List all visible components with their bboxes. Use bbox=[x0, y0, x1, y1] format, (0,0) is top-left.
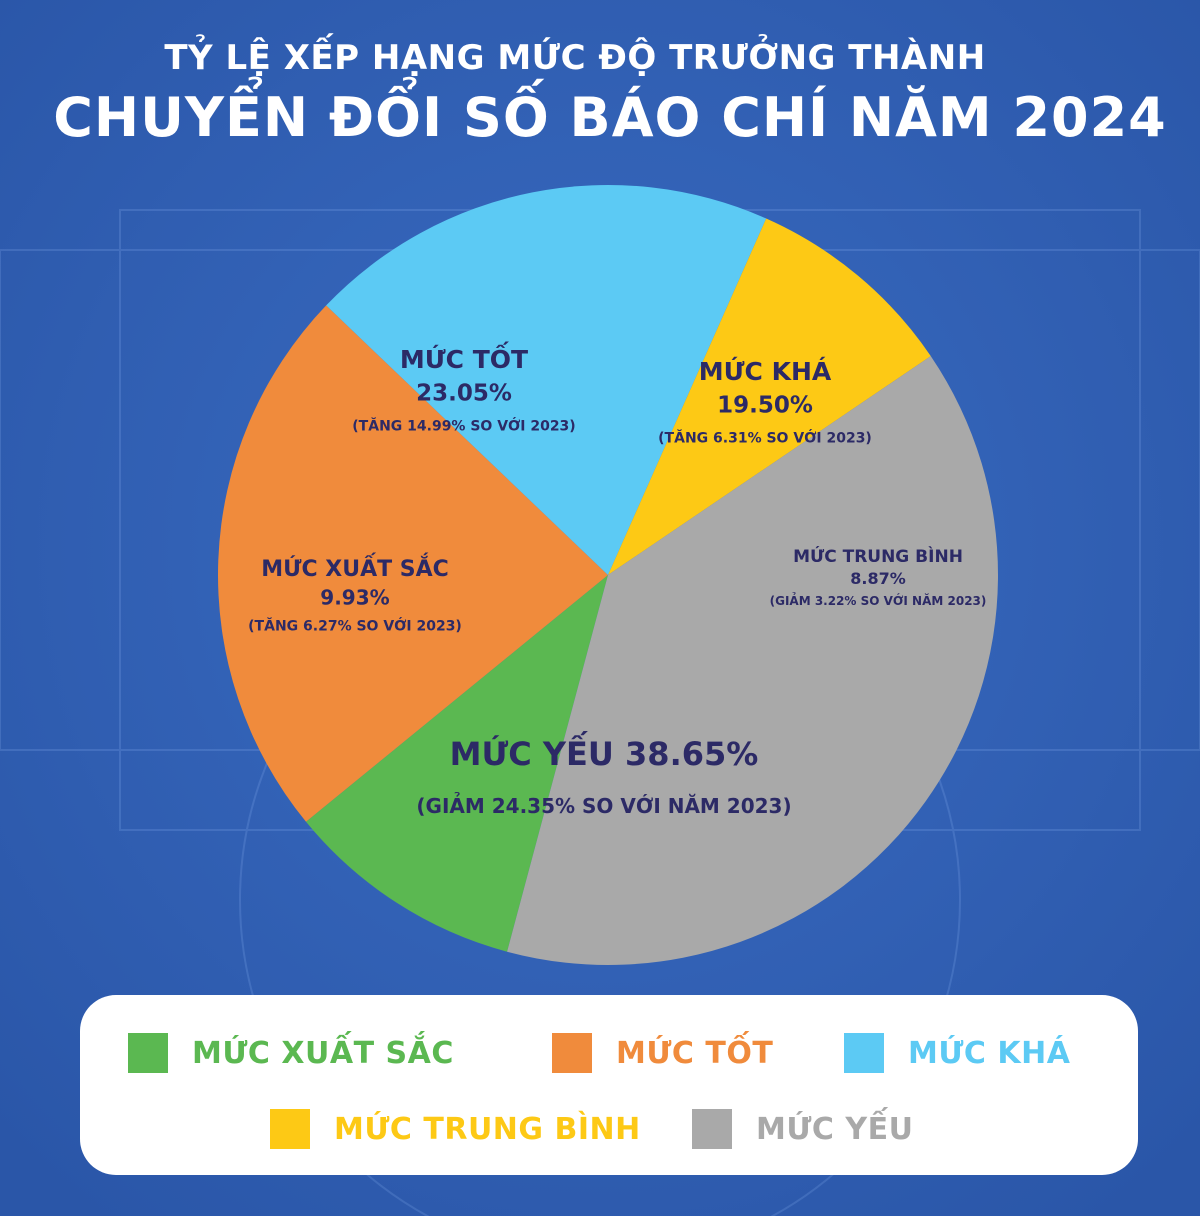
slice-note-label: (TĂNG 6.27% SO VỚI 2023) bbox=[248, 617, 462, 635]
legend-swatch bbox=[270, 1109, 310, 1149]
pie-slice-trung-binh bbox=[608, 218, 931, 575]
legend-swatch bbox=[552, 1033, 592, 1073]
slice-note-label: (GIẢM 3.22% SO VỚI NĂM 2023) bbox=[770, 592, 987, 608]
legend-item-trung-binh: MỨC TRUNG BÌNH bbox=[270, 1109, 641, 1149]
slice-name-label: MỨC KHÁ bbox=[699, 356, 832, 386]
slice-value-label: 8.87% bbox=[850, 569, 906, 588]
slice-label-kha: MỨC KHÁ 19.50% (TĂNG 6.31% SO VỚI 2023) bbox=[658, 356, 872, 446]
chart-subtitle: TỶ LỆ XẾP HẠNG MỨC ĐỘ TRƯỞNG THÀNH bbox=[164, 38, 986, 78]
legend-label: MỨC TRUNG BÌNH bbox=[334, 1111, 641, 1147]
legend-swatch bbox=[692, 1109, 732, 1149]
slice-label-yeu: MỨC YẾU 38.65% (GIẢM 24.35% SO VỚI NĂM 20… bbox=[416, 731, 791, 818]
legend-label: MỨC KHÁ bbox=[908, 1035, 1071, 1071]
legend-label: MỨC TỐT bbox=[616, 1035, 774, 1071]
legend-item-tot: MỨC TỐT bbox=[552, 1033, 773, 1073]
slice-value-label: 23.05% bbox=[416, 381, 512, 407]
slice-note-label: (TĂNG 14.99% SO VỚI 2023) bbox=[352, 416, 575, 434]
slice-name-label: MỨC XUẤT SẮC bbox=[261, 553, 449, 582]
pie-slice-kha bbox=[326, 185, 767, 575]
slice-value-label: MỨC YẾU 38.65% bbox=[450, 731, 759, 773]
legend-label: MỨC XUẤT SẮC bbox=[192, 1035, 454, 1071]
pie-slice-xuat-sac bbox=[306, 575, 608, 952]
legend-item-xuat-sac: MỨC XUẤT SẮC bbox=[128, 1033, 454, 1073]
legend: MỨC XUẤT SẮC MỨC TỐT MỨC KHÁ MỨC TRUNG B… bbox=[80, 995, 1138, 1175]
slice-label-trung-binh: MỨC TRUNG BÌNH 8.87% (GIẢM 3.22% SO VỚI NĂ… bbox=[770, 545, 987, 608]
legend-item-kha: MỨC KHÁ bbox=[844, 1033, 1070, 1073]
pie-slice-yeu bbox=[507, 356, 998, 965]
legend-item-yeu: MỨC YẾU bbox=[692, 1109, 913, 1149]
slice-name-label: MỨC TRUNG BÌNH bbox=[793, 545, 963, 567]
chart-title: CHUYỂN ĐỔI SỐ BÁO CHÍ NĂM 2024 bbox=[53, 86, 1167, 149]
slice-note-label: (TĂNG 6.31% SO VỚI 2023) bbox=[658, 428, 872, 446]
slice-note-label: (GIẢM 24.35% SO VỚI NĂM 2023) bbox=[416, 793, 791, 818]
legend-swatch bbox=[844, 1033, 884, 1073]
slice-label-tot: MỨC TỐT 23.05% (TĂNG 14.99% SO VỚI 2023) bbox=[352, 341, 575, 434]
slice-value-label: 9.93% bbox=[320, 586, 389, 610]
pie-slice-tot bbox=[217, 305, 609, 822]
slice-value-label: 19.50% bbox=[717, 393, 813, 419]
slice-label-xuat-sac: MỨC XUẤT SẮC 9.93% (TĂNG 6.27% SO VỚI 2023… bbox=[248, 553, 462, 635]
legend-swatch bbox=[128, 1033, 168, 1073]
slice-name-label: MỨC TỐT bbox=[400, 341, 528, 374]
legend-label: MỨC YẾU bbox=[756, 1111, 914, 1147]
